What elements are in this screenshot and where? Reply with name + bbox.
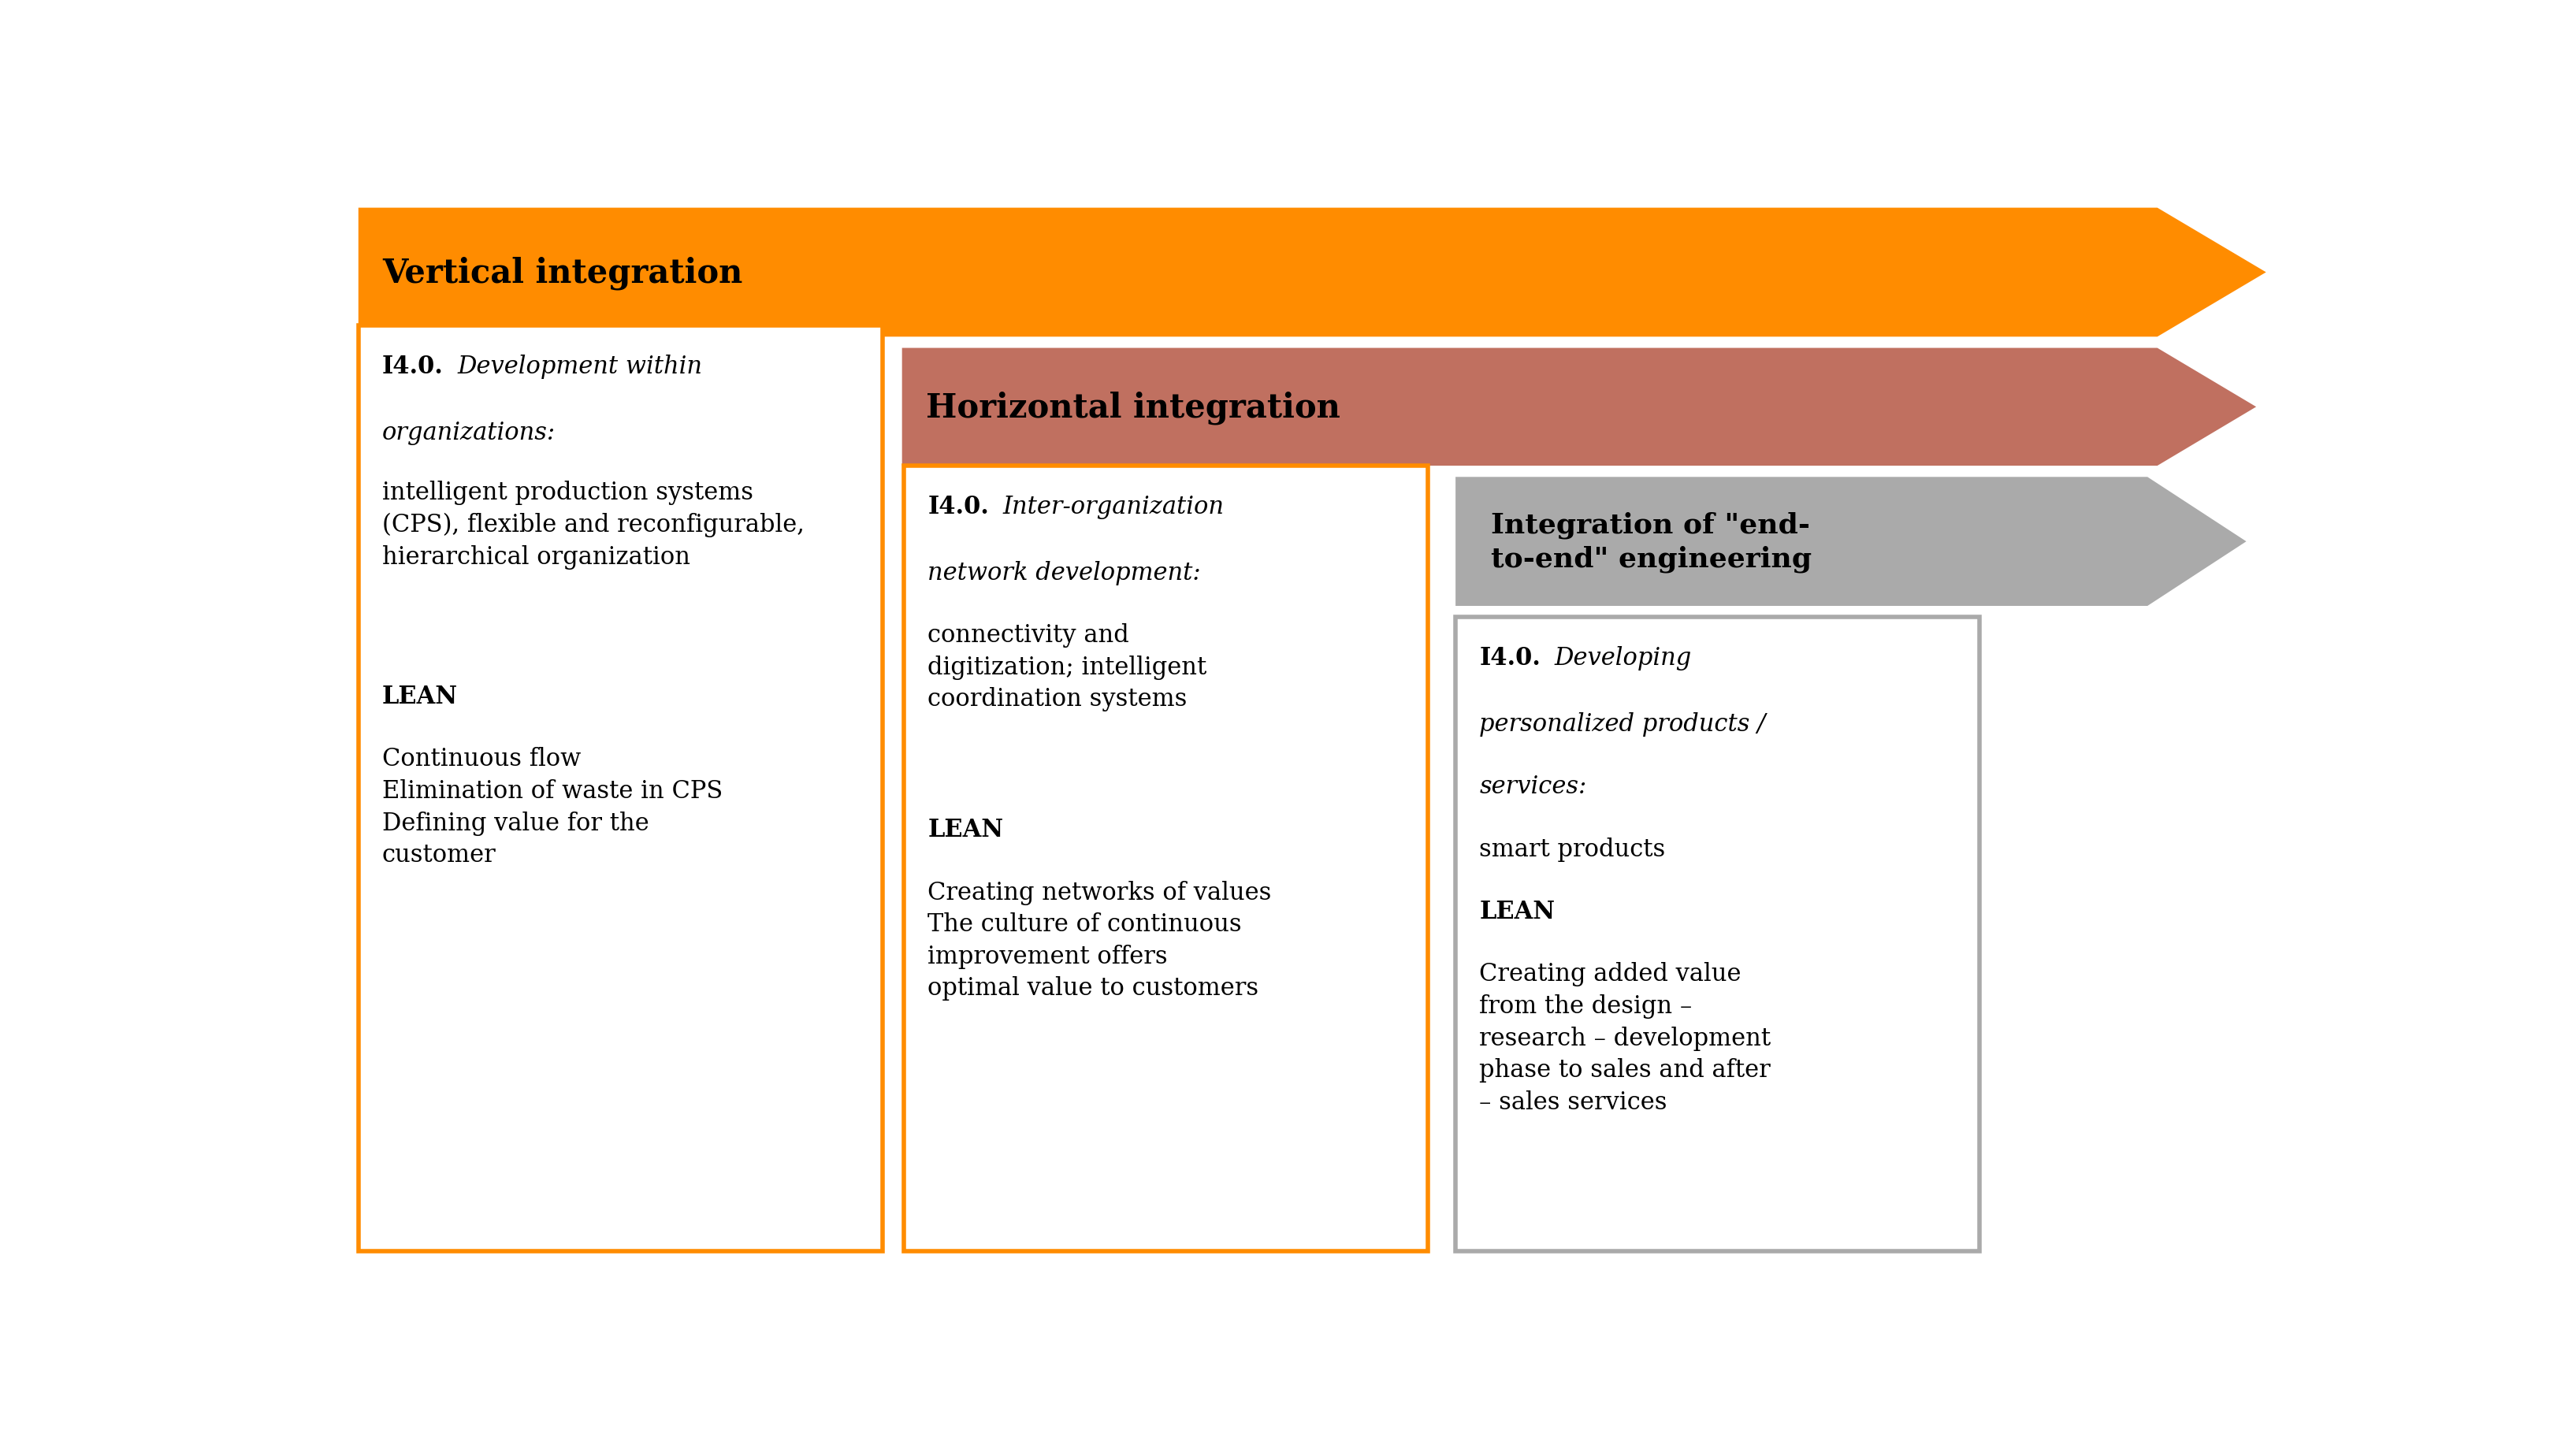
Text: Horizontal integration: Horizontal integration xyxy=(926,390,1339,424)
Polygon shape xyxy=(1456,478,2247,606)
Text: Creating networks of values
The culture of continuous
improvement offers
optimal: Creating networks of values The culture … xyxy=(928,879,1272,1000)
Text: LEAN: LEAN xyxy=(382,684,456,709)
Text: Development within: Development within xyxy=(456,354,701,379)
Text: I4.0.: I4.0. xyxy=(928,494,989,518)
Text: smart products: smart products xyxy=(1479,837,1665,860)
Text: Creating added value
from the design –
research – development
phase to sales and: Creating added value from the design – r… xyxy=(1479,962,1770,1114)
FancyBboxPatch shape xyxy=(1456,617,1979,1251)
Text: Continuous flow
Elimination of waste in CPS
Defining value for the
customer: Continuous flow Elimination of waste in … xyxy=(382,747,722,868)
Text: network development:: network development: xyxy=(928,561,1201,585)
Text: Inter-organization: Inter-organization xyxy=(1002,494,1224,518)
Text: organizations:: organizations: xyxy=(382,421,556,444)
Text: LEAN: LEAN xyxy=(1479,900,1556,923)
Text: Developing: Developing xyxy=(1553,645,1691,670)
Text: services:: services: xyxy=(1479,775,1586,798)
Text: Vertical integration: Vertical integration xyxy=(382,256,742,290)
Text: Integration of "end-
to-end" engineering: Integration of "end- to-end" engineering xyxy=(1492,511,1810,572)
FancyBboxPatch shape xyxy=(903,466,1428,1251)
Text: LEAN: LEAN xyxy=(928,817,1002,842)
Text: I4.0.: I4.0. xyxy=(382,354,444,379)
Text: intelligent production systems
(CPS), flexible and reconfigurable,
hierarchical : intelligent production systems (CPS), fl… xyxy=(382,480,803,569)
FancyBboxPatch shape xyxy=(357,326,882,1251)
Polygon shape xyxy=(357,208,2264,338)
Text: personalized products /: personalized products / xyxy=(1479,712,1765,737)
Text: I4.0.: I4.0. xyxy=(1479,645,1540,670)
Text: connectivity and
digitization; intelligent
coordination systems: connectivity and digitization; intellige… xyxy=(928,623,1206,711)
Polygon shape xyxy=(903,348,2257,466)
